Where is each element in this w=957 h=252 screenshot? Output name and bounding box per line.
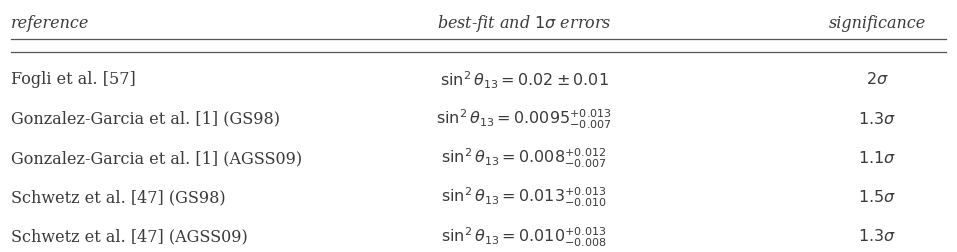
- Text: reference: reference: [11, 15, 89, 32]
- Text: significance: significance: [829, 15, 926, 32]
- Text: $1.3\sigma$: $1.3\sigma$: [858, 229, 897, 245]
- Text: best-fit and $1\sigma$ errors: best-fit and $1\sigma$ errors: [437, 13, 612, 34]
- Text: $1.5\sigma$: $1.5\sigma$: [858, 189, 897, 206]
- Text: Schwetz et al. [47] (AGSS09): Schwetz et al. [47] (AGSS09): [11, 229, 248, 245]
- Text: $2\sigma$: $2\sigma$: [866, 71, 889, 88]
- Text: Gonzalez-Garcia et al. [1] (GS98): Gonzalez-Garcia et al. [1] (GS98): [11, 111, 280, 128]
- Text: $\sin^2 \theta_{13} = 0.02 \pm 0.01$: $\sin^2 \theta_{13} = 0.02 \pm 0.01$: [440, 69, 609, 91]
- Text: $\sin^2 \theta_{13} = 0.008^{+0.012}_{-0.007}$: $\sin^2 \theta_{13} = 0.008^{+0.012}_{-0…: [441, 147, 607, 170]
- Text: $\sin^2 \theta_{13} = 0.0095^{+0.013}_{-0.007}$: $\sin^2 \theta_{13} = 0.0095^{+0.013}_{-…: [436, 108, 612, 131]
- Text: $\sin^2 \theta_{13} = 0.010^{+0.013}_{-0.008}$: $\sin^2 \theta_{13} = 0.010^{+0.013}_{-0…: [441, 225, 608, 248]
- Text: Gonzalez-Garcia et al. [1] (AGSS09): Gonzalez-Garcia et al. [1] (AGSS09): [11, 150, 302, 167]
- Text: $1.3\sigma$: $1.3\sigma$: [858, 111, 897, 128]
- Text: Schwetz et al. [47] (GS98): Schwetz et al. [47] (GS98): [11, 189, 226, 206]
- Text: Fogli et al. [57]: Fogli et al. [57]: [11, 71, 136, 88]
- Text: $1.1\sigma$: $1.1\sigma$: [858, 150, 897, 167]
- Text: $\sin^2 \theta_{13} = 0.013^{+0.013}_{-0.010}$: $\sin^2 \theta_{13} = 0.013^{+0.013}_{-0…: [441, 186, 608, 209]
